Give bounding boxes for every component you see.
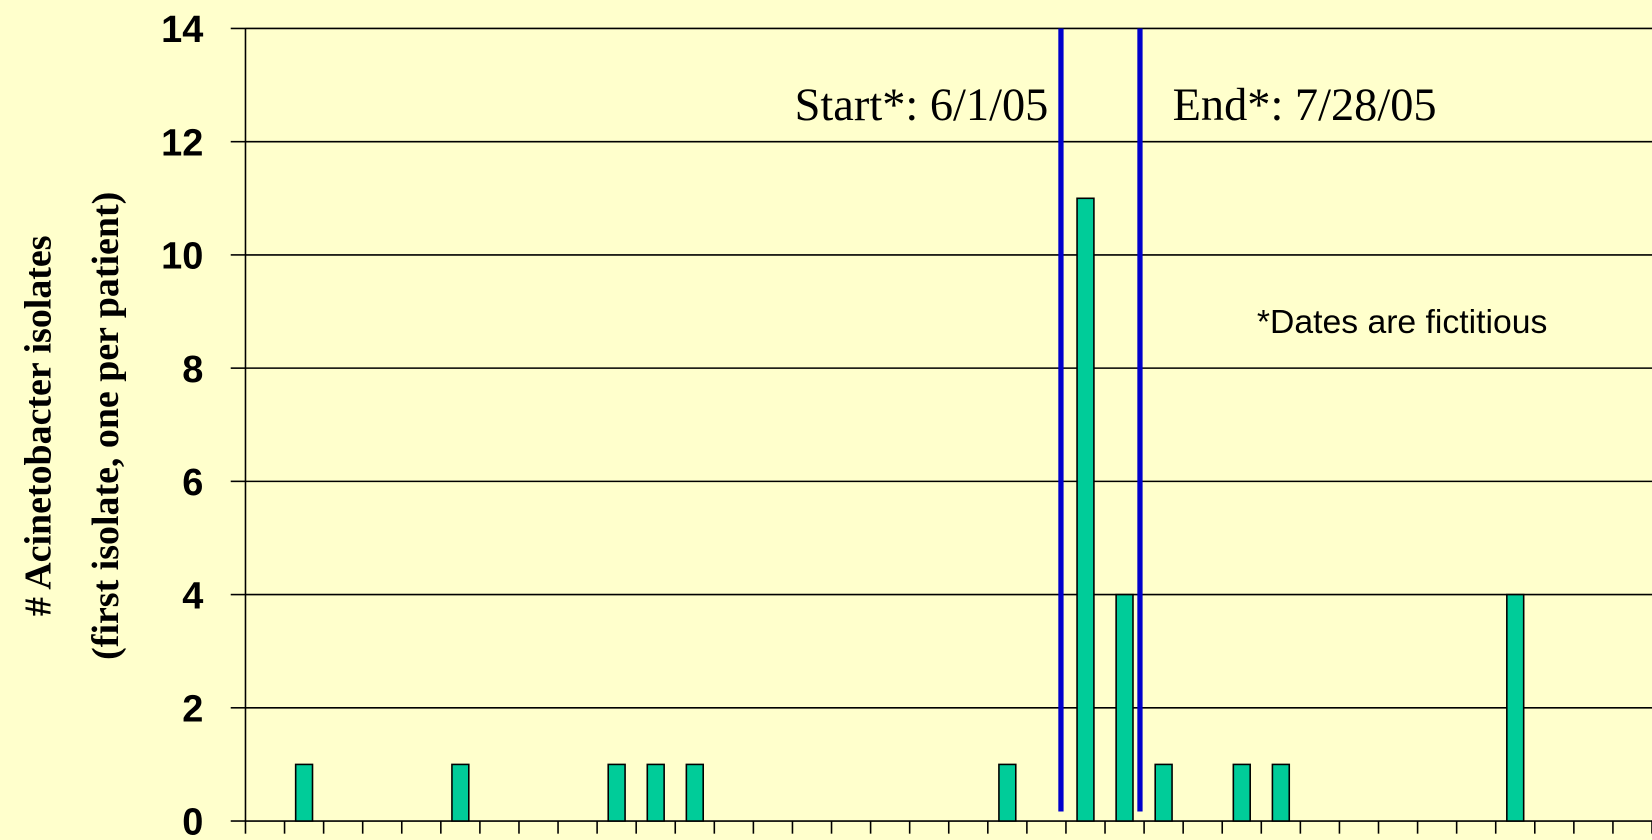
y-tick-label: 0 xyxy=(182,802,203,840)
bar xyxy=(998,763,1017,822)
y-tick-label: 12 xyxy=(161,122,203,164)
annotation: *Dates are fictitious xyxy=(1257,303,1547,341)
y-axis-label: (first isolate, one per patient) xyxy=(85,192,127,660)
bar xyxy=(1115,593,1134,822)
bar xyxy=(685,763,705,822)
bar xyxy=(294,763,314,822)
y-tick-label: 8 xyxy=(182,349,203,391)
bar xyxy=(1232,763,1251,822)
bar xyxy=(1506,593,1525,822)
y-axis-label: # Acinetobacter isolates xyxy=(18,235,60,616)
bar xyxy=(646,763,665,822)
y-tick-label: 10 xyxy=(161,236,203,278)
bar xyxy=(1271,763,1291,822)
bar xyxy=(607,763,626,822)
y-tick-label: 4 xyxy=(182,575,203,617)
bar xyxy=(451,763,470,822)
annotation: End*: 7/28/05 xyxy=(1173,80,1437,131)
annotation: Start*: 6/1/05 xyxy=(795,80,1049,131)
y-tick-label: 14 xyxy=(161,9,203,51)
y-tick-label: 6 xyxy=(182,462,203,504)
y-tick-label: 2 xyxy=(182,688,203,730)
bar xyxy=(1076,197,1095,822)
bar xyxy=(1154,763,1173,822)
